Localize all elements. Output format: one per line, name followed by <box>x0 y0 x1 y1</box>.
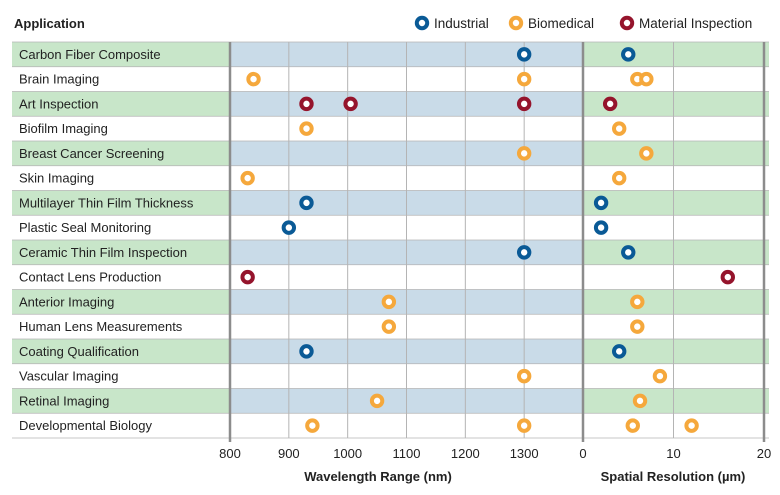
point-biomedical-biofilm-imaging <box>299 121 314 136</box>
row-label-contact-lens-production: Contact Lens Production <box>19 270 161 285</box>
point-material-inspection-contact-lens-production <box>240 269 255 285</box>
point-industrial-plastic-seal-monitoring <box>281 220 297 235</box>
tick-label-wavelength-1000: 1000 <box>333 446 362 461</box>
legend-item-biomedical: Biomedical <box>508 15 594 31</box>
tick-label-wavelength-1200: 1200 <box>451 446 480 461</box>
row-label-coating-qualification: Coating Qualification <box>19 344 139 359</box>
application-header: Application <box>14 16 85 31</box>
legend-marker-industrial <box>414 15 430 31</box>
point-biomedical-brain-imaging <box>246 71 261 87</box>
point-biomedical-vascular-imaging <box>516 368 532 384</box>
point-material-inspection-art-inspection <box>602 96 618 112</box>
point-biomedical-developmental-biology <box>305 418 320 433</box>
row-label-developmental-biology: Developmental Biology <box>19 418 152 433</box>
point-material-inspection-art-inspection <box>516 96 532 112</box>
point-biomedical-retinal-imaging <box>369 393 385 409</box>
point-biomedical-biofilm-imaging <box>612 121 627 136</box>
point-biomedical-anterior-imaging <box>630 294 645 310</box>
row-label-vascular-imaging: Vascular Imaging <box>19 369 118 384</box>
point-industrial-coating-qualification <box>299 344 314 359</box>
point-biomedical-developmental-biology <box>625 418 640 433</box>
x-axis-title-resolution: Spatial Resolution (µm) <box>601 469 746 484</box>
gridlines <box>12 41 769 439</box>
point-biomedical-skin-imaging <box>612 170 627 186</box>
point-biomedical-brain-imaging <box>516 71 532 87</box>
legend-marker-biomedical <box>508 15 524 31</box>
row-label-anterior-imaging: Anterior Imaging <box>19 294 114 309</box>
row-label-human-lens-measurements: Human Lens Measurements <box>19 319 183 334</box>
point-industrial-carbon-fiber-composite <box>516 47 532 62</box>
point-industrial-ceramic-thin-film-inspection <box>621 245 636 260</box>
row-label-biofilm-imaging: Biofilm Imaging <box>19 121 108 136</box>
row-label-skin-imaging: Skin Imaging <box>19 171 94 186</box>
tick-label-wavelength-900: 900 <box>278 446 300 461</box>
point-industrial-plastic-seal-monitoring <box>593 220 609 235</box>
row-label-plastic-seal-monitoring: Plastic Seal Monitoring <box>19 220 151 235</box>
point-industrial-multilayer-thin-film-thickness <box>593 195 609 211</box>
row-label-breast-cancer-screening: Breast Cancer Screening <box>19 146 164 161</box>
legend: Industrial Biomedical Material Inspectio… <box>414 15 752 31</box>
point-industrial-carbon-fiber-composite <box>621 47 636 62</box>
tick-label-resolution-10: 10 <box>666 446 680 461</box>
tick-labels: 800 900 1000 1100 1200 1300 0 10 20 <box>219 446 771 461</box>
panel-borders <box>228 42 766 442</box>
point-biomedical-human-lens-measurements <box>630 319 645 334</box>
row-label-art-inspection: Art Inspection <box>19 96 99 111</box>
point-biomedical-human-lens-measurements <box>381 319 397 334</box>
legend-marker-material-inspection <box>619 15 635 31</box>
application-labels: Carbon Fiber Composite Brain Imaging Art I… <box>19 47 194 433</box>
legend-label-material-inspection: Material Inspection <box>639 16 752 31</box>
legend-item-industrial: Industrial <box>414 15 489 31</box>
row-label-carbon-fiber-composite: Carbon Fiber Composite <box>19 47 161 62</box>
point-material-inspection-contact-lens-production <box>720 269 735 285</box>
point-biomedical-skin-imaging <box>240 170 255 186</box>
point-industrial-coating-qualification <box>612 344 627 359</box>
legend-item-material-inspection: Material Inspection <box>619 15 752 31</box>
point-material-inspection-art-inspection <box>299 96 314 112</box>
legend-label-industrial: Industrial <box>434 16 489 31</box>
row-label-ceramic-thin-film-inspection: Ceramic Thin Film Inspection <box>19 245 187 260</box>
point-material-inspection-art-inspection <box>343 96 358 112</box>
point-biomedical-vascular-imaging <box>652 368 668 384</box>
row-label-multilayer-thin-film-thickness: Multilayer Thin Film Thickness <box>19 195 194 210</box>
point-biomedical-developmental-biology <box>684 418 699 433</box>
x-axis-title-wavelength: Wavelength Range (nm) <box>304 469 452 484</box>
point-biomedical-retinal-imaging <box>632 393 648 409</box>
tick-label-wavelength-800: 800 <box>219 446 241 461</box>
point-biomedical-anterior-imaging <box>381 294 397 310</box>
point-biomedical-developmental-biology <box>516 418 532 433</box>
point-industrial-ceramic-thin-film-inspection <box>516 245 532 260</box>
data-points <box>240 47 735 433</box>
tick-label-wavelength-1300: 1300 <box>510 446 539 461</box>
point-biomedical-brain-imaging <box>639 71 654 87</box>
point-industrial-multilayer-thin-film-thickness <box>299 195 314 211</box>
tick-label-wavelength-1100: 1100 <box>393 446 421 461</box>
legend-label-biomedical: Biomedical <box>528 16 594 31</box>
tick-label-resolution-0: 0 <box>579 446 586 461</box>
point-biomedical-breast-cancer-screening <box>639 146 654 161</box>
point-biomedical-breast-cancer-screening <box>516 146 532 161</box>
row-label-retinal-imaging: Retinal Imaging <box>19 393 109 408</box>
row-label-brain-imaging: Brain Imaging <box>19 72 99 87</box>
tick-label-resolution-20: 20 <box>757 446 771 461</box>
